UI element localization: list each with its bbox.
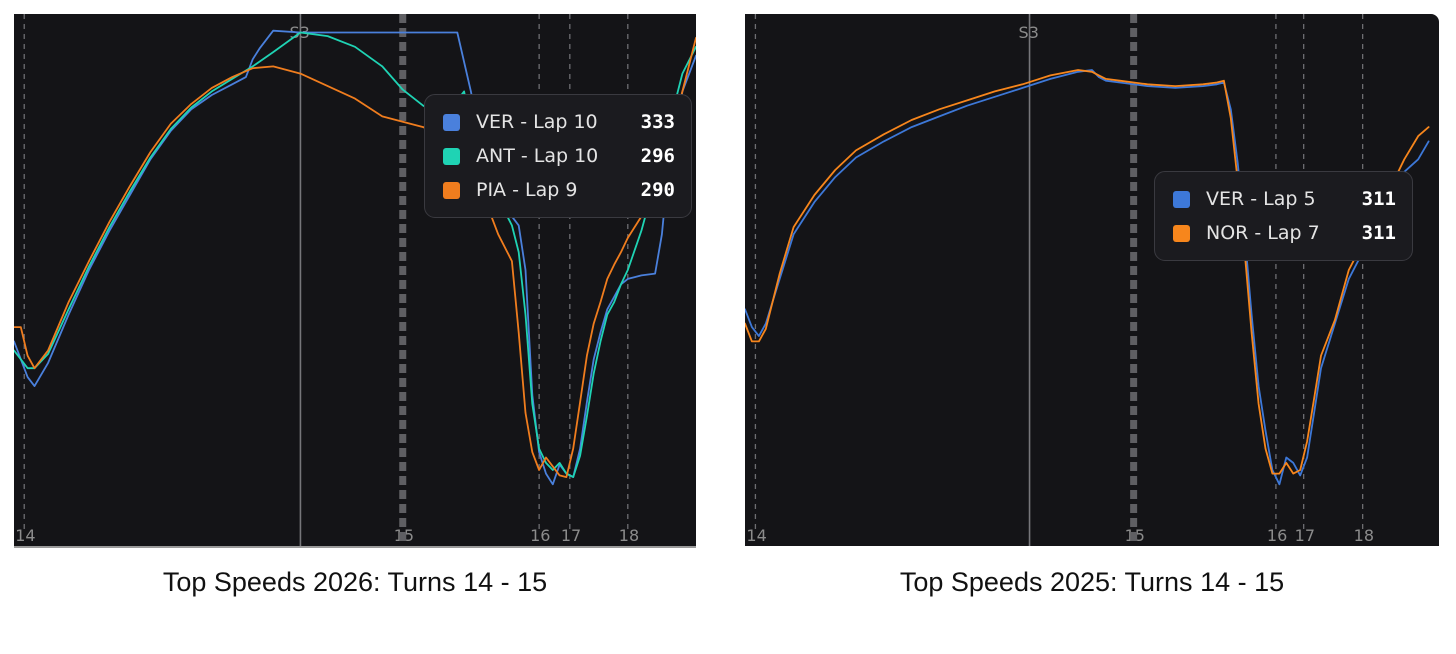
legend-swatch bbox=[443, 181, 460, 199]
corner-label-17: 17 bbox=[561, 526, 581, 545]
corner-label-17: 17 bbox=[1295, 526, 1315, 545]
chart-canvas-2025: 1415161718S3 bbox=[745, 14, 1430, 546]
legend-item: ANT - Lap 10 296 bbox=[443, 139, 675, 173]
series-line-nor-lap-7 bbox=[745, 69, 1430, 475]
corner-label-14: 14 bbox=[746, 526, 766, 545]
legend-item: VER - Lap 10 333 bbox=[443, 105, 675, 139]
legend-item: PIA - Lap 9 290 bbox=[443, 173, 675, 207]
series-line-ver-lap-5 bbox=[745, 69, 1430, 486]
legend-2025: VER - Lap 5 311 NOR - Lap 7 311 bbox=[1154, 171, 1413, 261]
legend-speed-value: 333 bbox=[640, 111, 675, 133]
legend-speed-value: 296 bbox=[640, 145, 675, 167]
corner-label-18: 18 bbox=[619, 526, 639, 545]
legend-name: VER - Lap 5 bbox=[1206, 188, 1316, 210]
legend-name: VER - Lap 10 bbox=[476, 111, 598, 133]
caption-2025: Top Speeds 2025: Turns 14 - 15 bbox=[899, 567, 1285, 597]
legend-name: ANT - Lap 10 bbox=[476, 145, 599, 167]
legend-2026: VER - Lap 10 333 ANT - Lap 10 296 PIA - Lap … bbox=[424, 94, 692, 218]
corner-label-14: 14 bbox=[15, 526, 35, 545]
corner-label-16: 16 bbox=[530, 526, 550, 545]
legend-swatch bbox=[443, 147, 460, 165]
legend-swatch bbox=[1173, 224, 1190, 242]
legend-speed-value: 290 bbox=[640, 179, 675, 201]
legend-swatch bbox=[443, 113, 460, 131]
legend-item: VER - Lap 5 311 bbox=[1173, 182, 1396, 216]
caption-2026: Top Speeds 2026: Turns 14 - 15 bbox=[162, 567, 548, 597]
sector-label: S3 bbox=[1019, 23, 1039, 42]
legend-swatch bbox=[1173, 190, 1190, 208]
corner-label-18: 18 bbox=[1354, 526, 1374, 545]
legend-name: NOR - Lap 7 bbox=[1206, 222, 1320, 244]
corner-label-16: 16 bbox=[1267, 526, 1287, 545]
legend-name: PIA - Lap 9 bbox=[476, 179, 578, 201]
legend-speed-value: 311 bbox=[1361, 188, 1396, 210]
legend-item: NOR - Lap 7 311 bbox=[1173, 216, 1396, 250]
legend-speed-value: 311 bbox=[1361, 222, 1396, 244]
